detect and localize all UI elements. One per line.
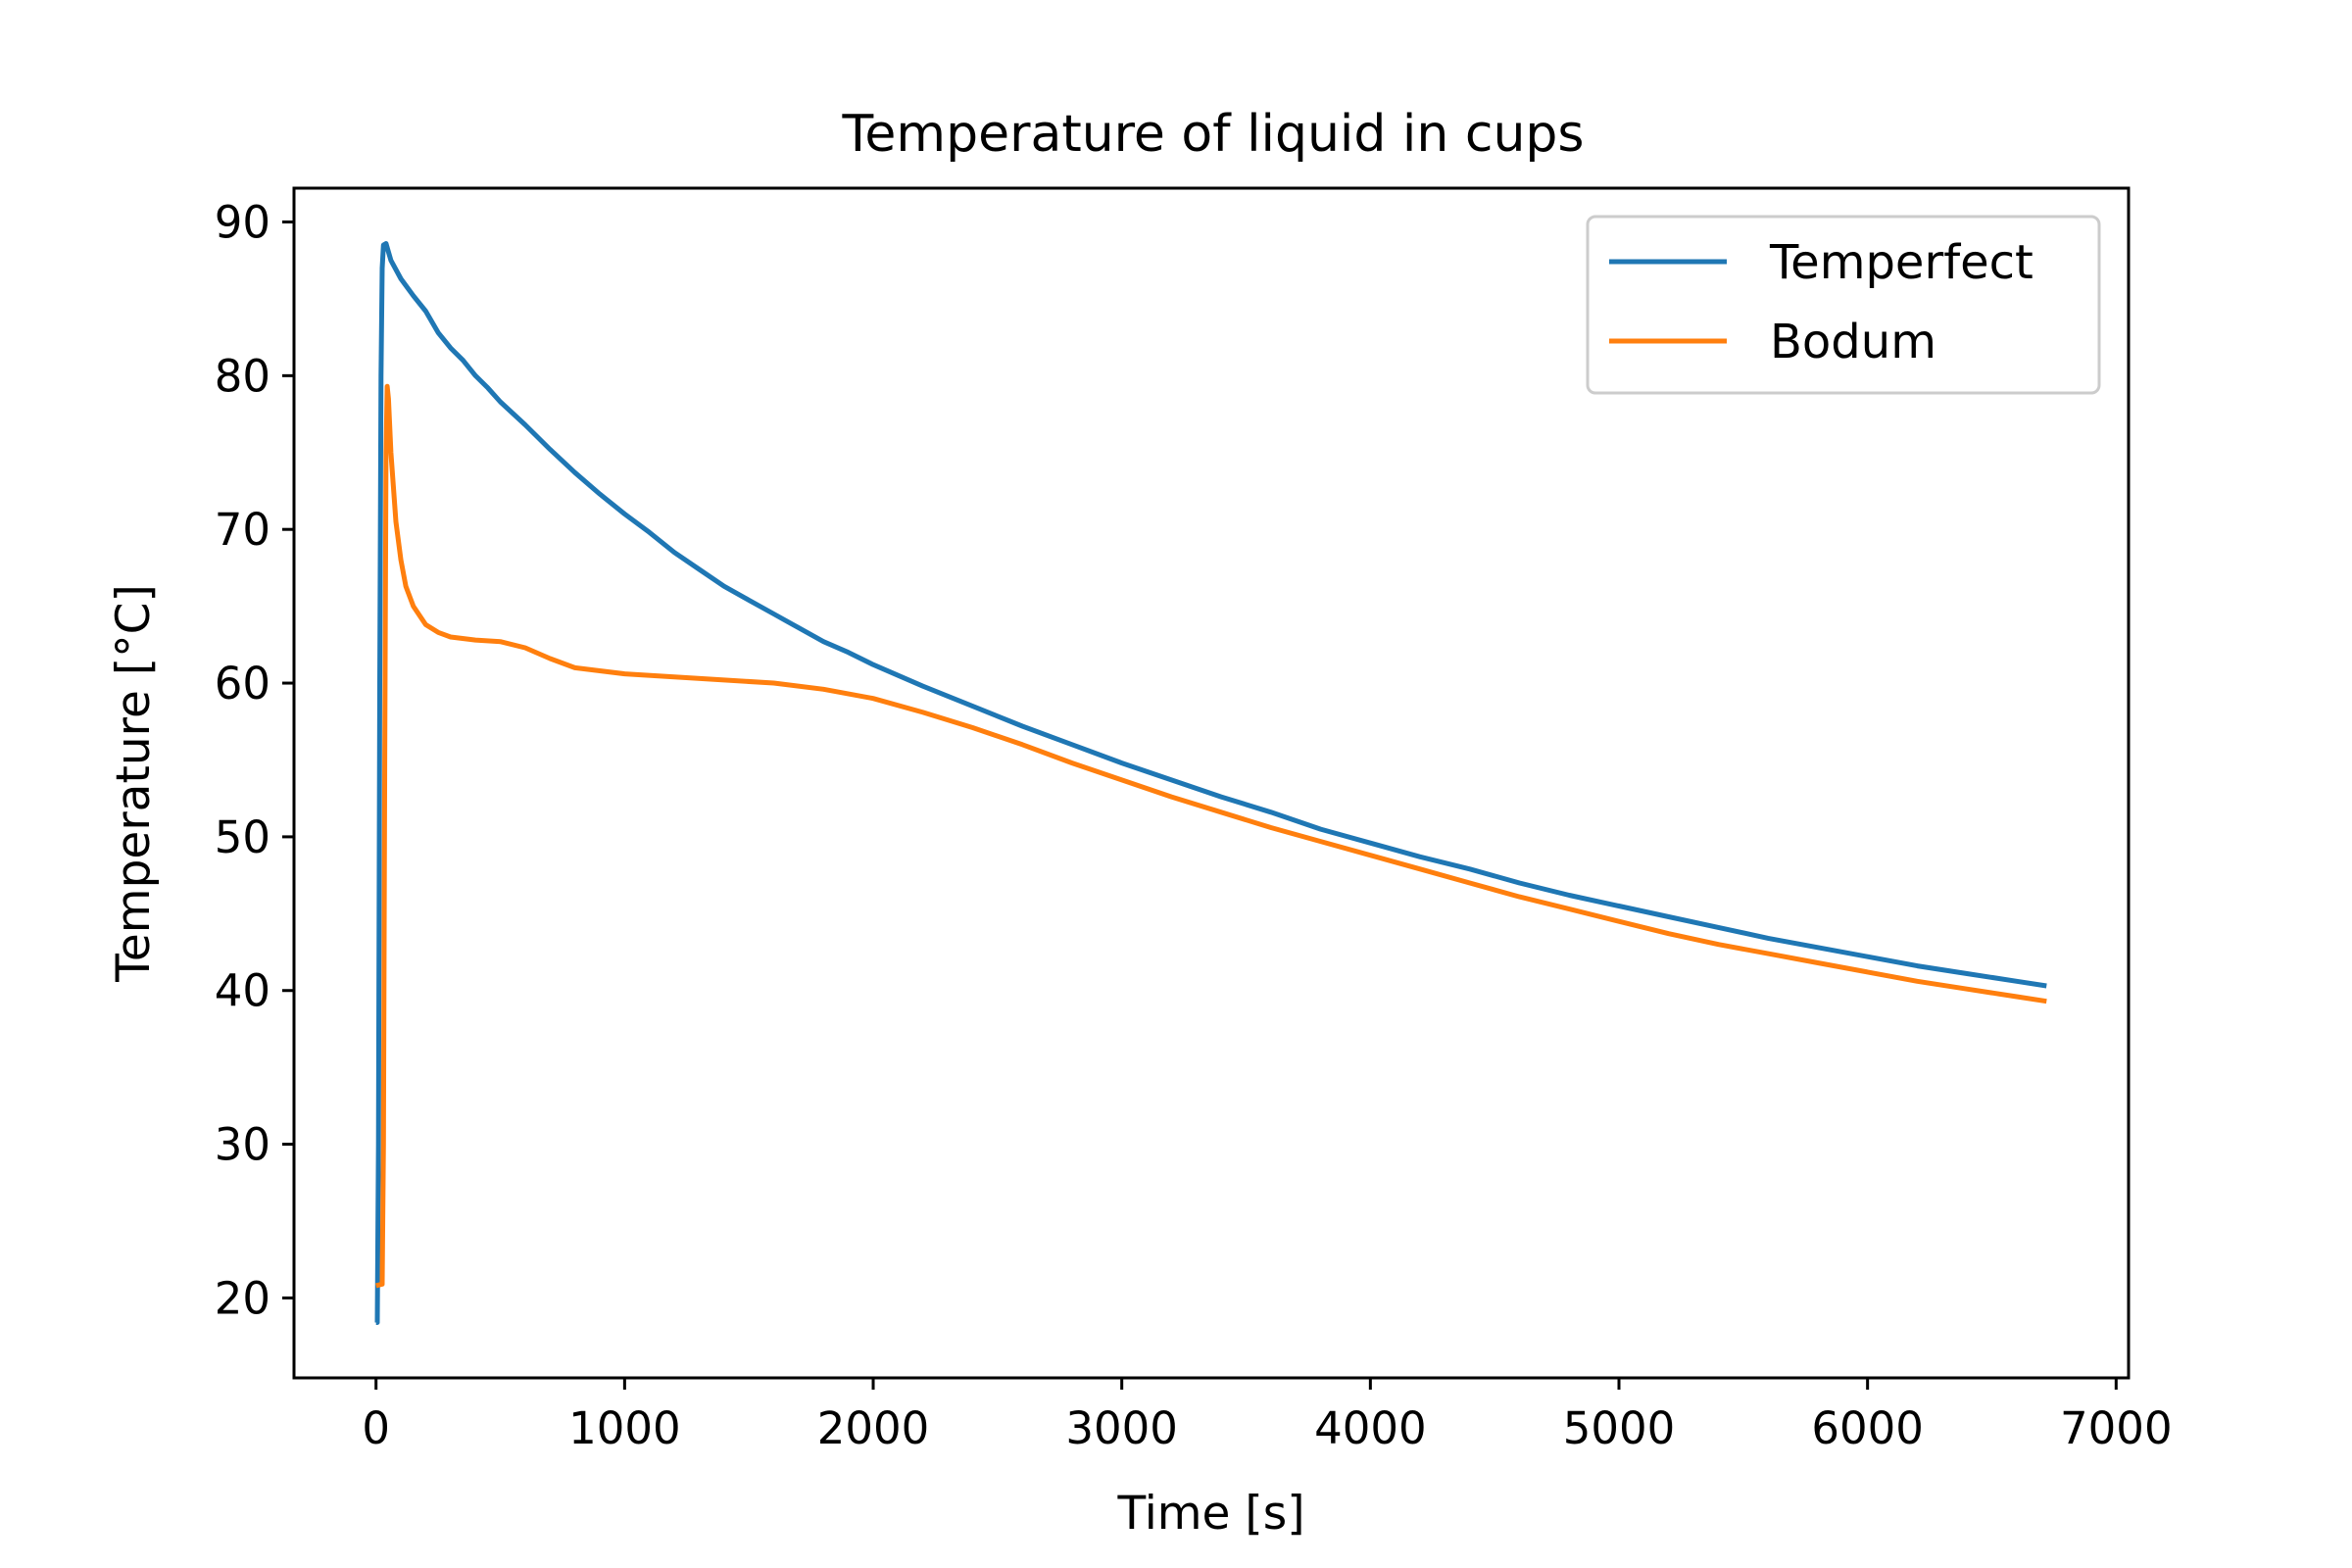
y-tick-label: 70 (215, 504, 270, 556)
plot-frame (292, 186, 2131, 1380)
y-tick-label: 40 (215, 965, 270, 1017)
y-tick-label: 80 (215, 350, 270, 402)
x-tick-label: 3000 (1065, 1402, 1178, 1454)
x-tick-label: 2000 (817, 1402, 930, 1454)
chart-title: Temperature of liquid in cups (842, 105, 1585, 164)
x-tick-label: 1000 (568, 1402, 681, 1454)
legend: Temperfect Bodum (1586, 215, 2101, 395)
y-tick-label: 20 (215, 1272, 270, 1324)
y-tick-label: 90 (215, 197, 270, 249)
legend-label-temperfect: Temperfect (1769, 235, 2034, 290)
y-axis: 20 30 40 50 60 70 80 90 (215, 197, 294, 1324)
x-tick-label: 4000 (1314, 1402, 1427, 1454)
series-line-bodum (375, 383, 2047, 1289)
x-axis: 0 1000 2000 3000 4000 5000 6000 7000 (362, 1378, 2173, 1454)
y-axis-label: Temperature [°C] (107, 584, 161, 983)
x-tick-label: 0 (362, 1402, 390, 1454)
y-tick-label: 60 (215, 658, 270, 710)
x-tick-label: 7000 (2060, 1402, 2173, 1454)
y-tick-label: 30 (215, 1119, 270, 1171)
series-layer (374, 241, 2047, 1325)
legend-label-bodum: Bodum (1770, 315, 1936, 369)
series-line-temperfect (374, 241, 2047, 1325)
y-tick-label: 50 (215, 811, 270, 863)
x-axis-label: Time [s] (1116, 1487, 1304, 1541)
x-tick-label: 6000 (1811, 1402, 1924, 1454)
x-tick-label: 5000 (1563, 1402, 1676, 1454)
